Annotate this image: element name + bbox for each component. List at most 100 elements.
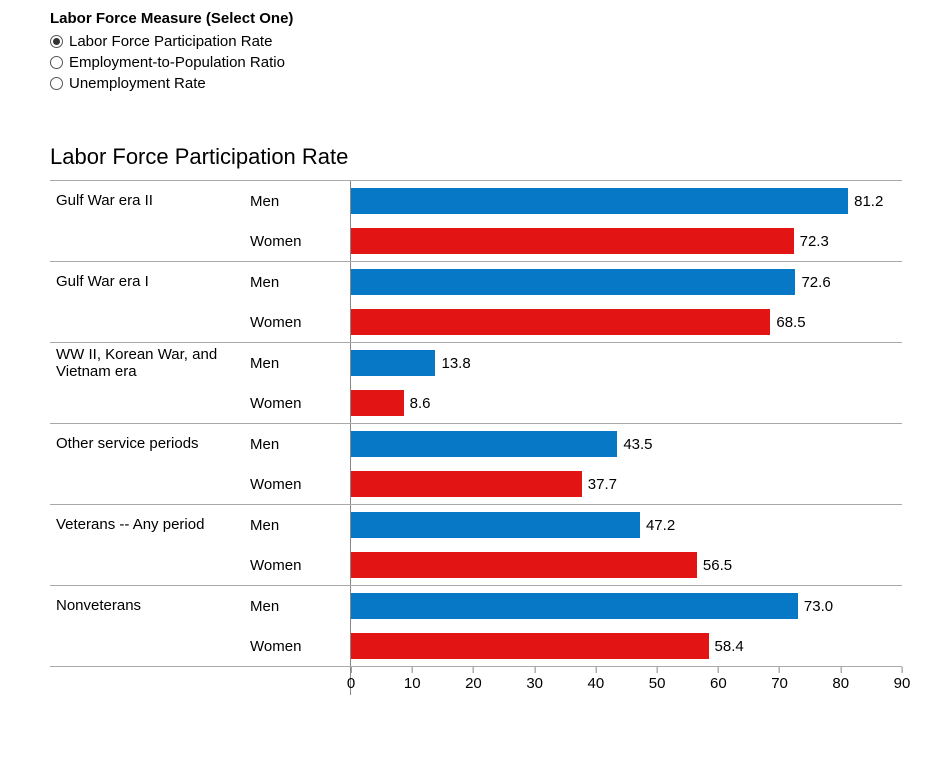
selector-title: Labor Force Measure (Select One) — [50, 10, 902, 27]
bar-cell: 8.6 — [350, 383, 902, 423]
bar — [351, 269, 795, 295]
chart-row: Women 56.5 — [50, 545, 902, 585]
bar — [351, 512, 640, 538]
chart-group: NonveteransMen 73.0 Women 58.4 — [50, 585, 902, 667]
bar-cell: 13.8 — [350, 343, 902, 383]
radio-icon — [50, 35, 63, 48]
bar-cell: 81.2 — [350, 181, 902, 221]
chart-row: Women 37.7 — [50, 464, 902, 504]
radio-label: Labor Force Participation Rate — [69, 31, 272, 52]
measure-selector: Labor Force Measure (Select One) Labor F… — [50, 10, 902, 94]
radio-label: Unemployment Rate — [69, 73, 206, 94]
bar-cell: 43.5 — [350, 424, 902, 464]
chart-group: WW II, Korean War, and Vietnam eraMen 13.… — [50, 342, 902, 423]
value-label: 58.4 — [715, 638, 744, 655]
axis-tick-label: 50 — [649, 675, 666, 692]
axis-tick: 30 — [526, 667, 543, 692]
category-label: Other service periods — [50, 435, 250, 452]
bar — [351, 228, 794, 254]
bar — [351, 471, 582, 497]
chart-row: Women8.6 — [50, 383, 902, 423]
subcategory-label: Women — [250, 395, 350, 412]
value-label: 81.2 — [854, 193, 883, 210]
subcategory-label: Men — [250, 193, 350, 210]
bar-cell: 68.5 — [350, 302, 902, 342]
bar — [351, 390, 404, 416]
chart-title: Labor Force Participation Rate — [50, 144, 902, 170]
chart-row: Women68.5 — [50, 302, 902, 342]
axis-tick-label: 80 — [832, 675, 849, 692]
chart-row: Gulf War era IMen 72.6 — [50, 262, 902, 302]
chart-row: Veterans -- Any periodMen 47.2 — [50, 505, 902, 545]
chart-group: Veterans -- Any periodMen 47.2 Women 56.5 — [50, 504, 902, 585]
axis-tick-label: 70 — [771, 675, 788, 692]
value-label: 56.5 — [703, 557, 732, 574]
bar — [351, 188, 848, 214]
category-label: WW II, Korean War, and Vietnam era — [50, 346, 250, 381]
category-label: Gulf War era I — [50, 273, 250, 290]
radio-option[interactable]: Unemployment Rate — [50, 73, 902, 94]
bar-cell: 37.7 — [350, 464, 902, 504]
subcategory-label: Men — [250, 274, 350, 291]
axis-tick: 80 — [832, 667, 849, 692]
bar-cell: 56.5 — [350, 545, 902, 585]
chart-group: Gulf War era IIMen 81.2 Women 72.3 — [50, 180, 902, 261]
axis-tick: 20 — [465, 667, 482, 692]
chart-group: Other service periodsMen 43.5 Women 37.7 — [50, 423, 902, 504]
chart-row: Women 58.4 — [50, 626, 902, 666]
chart-row: NonveteransMen 73.0 — [50, 586, 902, 626]
subcategory-label: Women — [250, 638, 350, 655]
axis-tick: 50 — [649, 667, 666, 692]
bar-cell: 72.3 — [350, 221, 902, 261]
value-label: 73.0 — [804, 598, 833, 615]
category-label: Veterans -- Any period — [50, 516, 250, 533]
radio-option[interactable]: Employment-to-Population Ratio — [50, 52, 902, 73]
bar — [351, 633, 709, 659]
bar — [351, 593, 798, 619]
chart-row: WW II, Korean War, and Vietnam eraMen 13.… — [50, 343, 902, 383]
axis-tick-label: 60 — [710, 675, 727, 692]
chart-row: Other service periodsMen 43.5 — [50, 424, 902, 464]
value-label: 47.2 — [646, 517, 675, 534]
subcategory-label: Men — [250, 598, 350, 615]
axis-tick-label: 20 — [465, 675, 482, 692]
axis-tick: 10 — [404, 667, 421, 692]
subcategory-label: Women — [250, 233, 350, 250]
bar-cell: 72.6 — [350, 262, 902, 302]
axis-tick-label: 0 — [347, 675, 355, 692]
subcategory-label: Women — [250, 557, 350, 574]
chart-row: Women 72.3 — [50, 221, 902, 261]
axis-tick-label: 40 — [588, 675, 605, 692]
value-label: 37.7 — [588, 476, 617, 493]
value-label: 13.8 — [441, 355, 470, 372]
axis-tick: 40 — [588, 667, 605, 692]
axis-tick-label: 10 — [404, 675, 421, 692]
value-label: 72.6 — [801, 274, 830, 291]
subcategory-label: Men — [250, 355, 350, 372]
chart-row: Gulf War era IIMen 81.2 — [50, 181, 902, 221]
subcategory-label: Women — [250, 314, 350, 331]
radio-label: Employment-to-Population Ratio — [69, 52, 285, 73]
axis-tick: 90 — [894, 667, 911, 692]
axis-tick-label: 90 — [894, 675, 911, 692]
radio-option[interactable]: Labor Force Participation Rate — [50, 31, 902, 52]
category-label: Gulf War era II — [50, 192, 250, 209]
axis-tick: 0 — [347, 667, 355, 692]
value-label: 43.5 — [623, 436, 652, 453]
value-label: 72.3 — [800, 233, 829, 250]
bar — [351, 552, 697, 578]
bar — [351, 431, 617, 457]
subcategory-label: Men — [250, 436, 350, 453]
radio-icon — [50, 77, 63, 90]
subcategory-label: Women — [250, 476, 350, 493]
bar-cell: 47.2 — [350, 505, 902, 545]
subcategory-label: Men — [250, 517, 350, 534]
category-label: Nonveterans — [50, 597, 250, 614]
bar — [351, 309, 770, 335]
axis-tick: 70 — [771, 667, 788, 692]
axis-tick: 60 — [710, 667, 727, 692]
bar-chart: Gulf War era IIMen81.2Women72.3Gulf War … — [50, 180, 902, 695]
radio-icon — [50, 56, 63, 69]
bar-cell: 73.0 — [350, 586, 902, 626]
axis-tick-label: 30 — [526, 675, 543, 692]
